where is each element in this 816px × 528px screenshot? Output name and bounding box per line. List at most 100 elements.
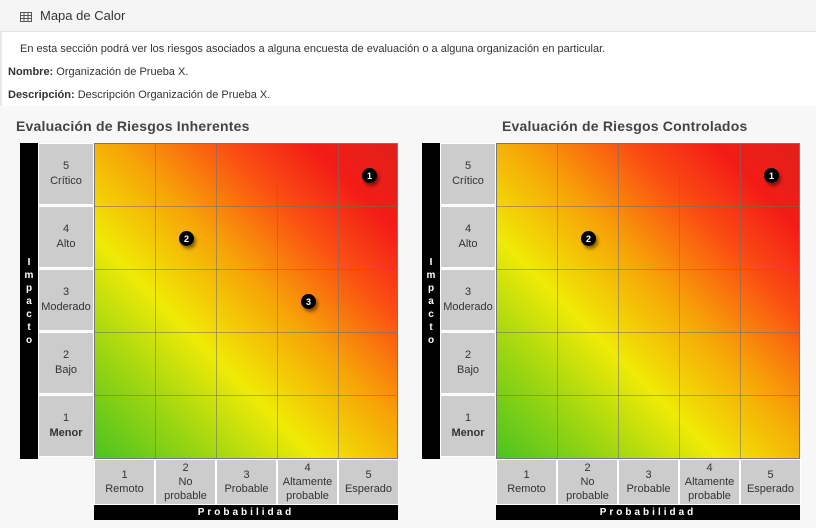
impact-axis-letter: a: [26, 295, 32, 307]
probability-level-number: 4: [304, 462, 311, 474]
probability-level-label: 3 Probable: [216, 459, 277, 505]
probability-level-number: 1: [523, 469, 530, 481]
nombre-row: Nombre: Organización de Prueba X.: [8, 66, 188, 78]
probability-level-label: 3 Probable: [618, 459, 679, 505]
impact-level-label: 4 Alto: [38, 206, 94, 268]
probability-level-name: Probable: [626, 483, 671, 495]
nombre-value: Organización de Prueba X.: [56, 66, 189, 78]
table-icon: [20, 10, 32, 22]
impact-level-number: 3: [464, 286, 472, 298]
impact-level-number: 5: [62, 160, 70, 172]
matrix-title: Evaluación de Riesgos Inherentes: [16, 118, 250, 134]
impact-level-name: Moderado: [443, 301, 493, 313]
probability-level-name: No probable: [164, 476, 207, 502]
grid-line: [95, 269, 397, 270]
impact-level-label: 1 Menor: [440, 395, 496, 457]
impact-axis-letter: t: [429, 321, 433, 333]
probability-level-name: Remoto: [507, 483, 546, 495]
risk-marker[interactable]: 2: [179, 231, 194, 246]
grid-line: [95, 395, 397, 396]
impact-level-name: Menor: [49, 427, 83, 439]
grid-line: [95, 206, 397, 207]
impact-level-number: 1: [62, 412, 70, 424]
impact-level-label: 2 Bajo: [38, 332, 94, 394]
heat-grid: 1 2 3: [94, 143, 398, 459]
impact-level-number: 3: [62, 286, 70, 298]
impact-level-name: Bajo: [456, 364, 480, 376]
risk-marker[interactable]: 1: [764, 168, 779, 183]
impact-level-number: 2: [464, 349, 472, 361]
probability-level-label: 2 No probable: [557, 459, 618, 505]
probability-axis-bar: Probabilidad: [496, 505, 800, 520]
impact-axis-letter: t: [27, 321, 31, 333]
probability-level-number: 2: [182, 462, 189, 474]
probability-level-label: 4 Altamente probable: [277, 459, 338, 505]
probability-level-label: 1 Remoto: [94, 459, 155, 505]
probability-level-number: 5: [767, 469, 774, 481]
probability-level-number: 5: [365, 469, 372, 481]
impact-level-label: 1 Menor: [38, 395, 94, 457]
impact-level-name: Crítico: [452, 175, 484, 187]
probability-axis-bar: Probabilidad: [94, 505, 398, 520]
impact-level-label: 5 Crítico: [440, 143, 496, 205]
impact-level-name: Alto: [458, 238, 478, 250]
impact-axis-letter: o: [25, 334, 33, 346]
grid-line: [497, 332, 799, 333]
impact-axis-letter: m: [24, 269, 34, 281]
grid-line: [557, 144, 558, 458]
grid-line: [216, 144, 217, 458]
impact-axis-letter: I: [27, 256, 31, 268]
probability-level-label: 1 Remoto: [496, 459, 557, 505]
descripcion-row: Descripción: Descripción Organización de…: [8, 89, 270, 101]
probability-level-label: 4 Altamente probable: [679, 459, 740, 505]
impact-level-number: 5: [464, 160, 472, 172]
descripcion-value: Descripción Organización de Prueba X.: [77, 89, 271, 101]
impact-level-number: 4: [464, 223, 472, 235]
grid-line: [497, 269, 799, 270]
impact-level-number: 4: [62, 223, 70, 235]
impact-axis-letter: a: [428, 295, 434, 307]
risk-marker[interactable]: 3: [301, 294, 316, 309]
probability-level-name: Esperado: [344, 483, 393, 495]
probability-level-name: Esperado: [746, 483, 795, 495]
impact-axis-letter: c: [428, 308, 434, 320]
probability-level-number: 2: [584, 462, 591, 474]
impact-level-name: Menor: [451, 427, 485, 439]
grid-line: [497, 206, 799, 207]
probability-level-label: 2 No probable: [155, 459, 216, 505]
grid-line: [95, 332, 397, 333]
impact-level-name: Bajo: [54, 364, 78, 376]
impact-level-number: 1: [464, 412, 472, 424]
impact-level-name: Alto: [56, 238, 76, 250]
impact-level-label: 2 Bajo: [440, 332, 496, 394]
probability-level-label: 5 Esperado: [740, 459, 801, 505]
probability-level-number: 4: [706, 462, 713, 474]
probability-level-name: Altamente probable: [684, 476, 735, 502]
panel-header: Mapa de Calor: [0, 0, 816, 32]
impact-axis-letter: I: [429, 256, 433, 268]
impact-level-label: 3 Moderado: [38, 269, 94, 331]
impact-axis-letter: m: [426, 269, 436, 281]
probability-level-name: Probable: [224, 483, 269, 495]
probability-level-name: No probable: [566, 476, 609, 502]
risk-marker[interactable]: 1: [362, 168, 377, 183]
impact-axis-letter: p: [427, 282, 435, 294]
probability-level-number: 3: [243, 469, 250, 481]
intro-text: En esta sección podrá ver los riesgos as…: [20, 43, 606, 55]
nombre-label: Nombre:: [8, 66, 54, 78]
probability-level-name: Remoto: [105, 483, 144, 495]
probability-level-number: 3: [645, 469, 652, 481]
impact-level-label: 5 Crítico: [38, 143, 94, 205]
probability-level-number: 1: [121, 469, 128, 481]
impact-axis-letter: c: [26, 308, 32, 320]
matrix-title: Evaluación de Riesgos Controlados: [502, 118, 748, 134]
impact-axis-letter: o: [427, 334, 435, 346]
risk-marker[interactable]: 2: [581, 231, 596, 246]
grid-line: [497, 395, 799, 396]
impact-level-label: 4 Alto: [440, 206, 496, 268]
grid-line: [155, 144, 156, 458]
impact-level-number: 2: [62, 349, 70, 361]
probability-level-name: Altamente probable: [282, 476, 333, 502]
